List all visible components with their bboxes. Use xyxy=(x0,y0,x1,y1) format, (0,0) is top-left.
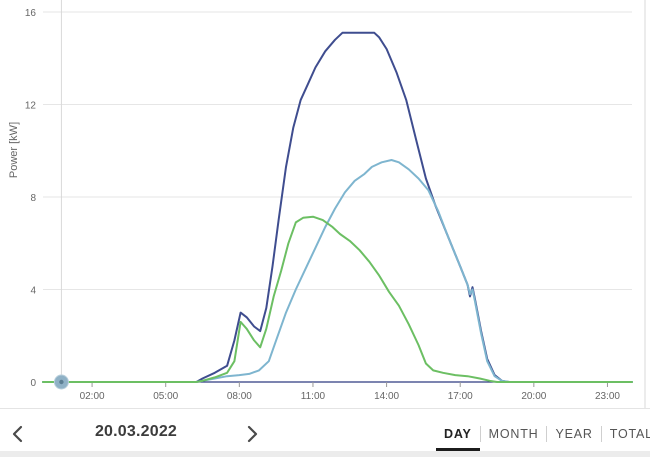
tab-divider xyxy=(600,426,602,442)
y-tick-label: 16 xyxy=(25,8,37,19)
chart-area: 0 4 8 12 16 02:00 05:00 08:00 11:00 14:00 17:00 20:… xyxy=(8,0,646,408)
previous-day-button[interactable] xyxy=(5,421,31,447)
date-navigation-bar: 20.03.2022 DAY MONTH YEAR TOTAL xyxy=(0,408,650,457)
series-line-2 xyxy=(42,159,633,383)
series-line-3 xyxy=(42,215,633,383)
period-tabs: DAY MONTH YEAR TOTAL xyxy=(436,417,650,451)
x-tick-label: 11:00 xyxy=(301,391,326,402)
power-chart: 0 4 8 12 16 02:00 05:00 08:00 11:00 14:00 17:00 20:… xyxy=(8,0,633,402)
tab-day[interactable]: DAY xyxy=(436,417,480,451)
bottom-shadow xyxy=(0,451,650,457)
y-tick-label: 12 xyxy=(25,101,37,112)
grid xyxy=(43,11,632,290)
series xyxy=(42,31,633,383)
x-tick-label: 23:00 xyxy=(595,391,620,402)
x-tick-label: 17:00 xyxy=(448,391,473,402)
y-tick-label: 0 xyxy=(30,378,36,389)
current-time-dot-center xyxy=(59,379,64,385)
tab-year[interactable]: YEAR xyxy=(555,427,593,441)
x-tick-label: 02:00 xyxy=(80,391,105,402)
panel-border xyxy=(644,0,646,408)
x-tick-label: 08:00 xyxy=(227,391,252,402)
x-tick-label: 20:00 xyxy=(521,391,546,402)
selected-date[interactable]: 20.03.2022 xyxy=(94,423,178,440)
next-day-button[interactable] xyxy=(239,421,265,447)
tab-divider xyxy=(479,426,481,442)
y-tick-label: 8 xyxy=(30,193,36,204)
series-line-1 xyxy=(42,31,633,383)
y-axis-label: Power [kW] xyxy=(8,122,20,178)
y-tick-label: 4 xyxy=(30,286,36,297)
x-tick-label: 14:00 xyxy=(374,391,399,402)
tab-divider xyxy=(546,426,548,442)
chevron-right-icon xyxy=(247,425,258,443)
time-marker xyxy=(53,0,69,390)
chevron-left-icon xyxy=(12,425,23,443)
tab-month[interactable]: MONTH xyxy=(488,427,539,441)
tab-total[interactable]: TOTAL xyxy=(609,427,650,441)
x-tick-label: 05:00 xyxy=(153,391,178,402)
axes: 0 4 8 12 16 02:00 05:00 08:00 11:00 14:00 17:00 20:… xyxy=(25,8,632,402)
